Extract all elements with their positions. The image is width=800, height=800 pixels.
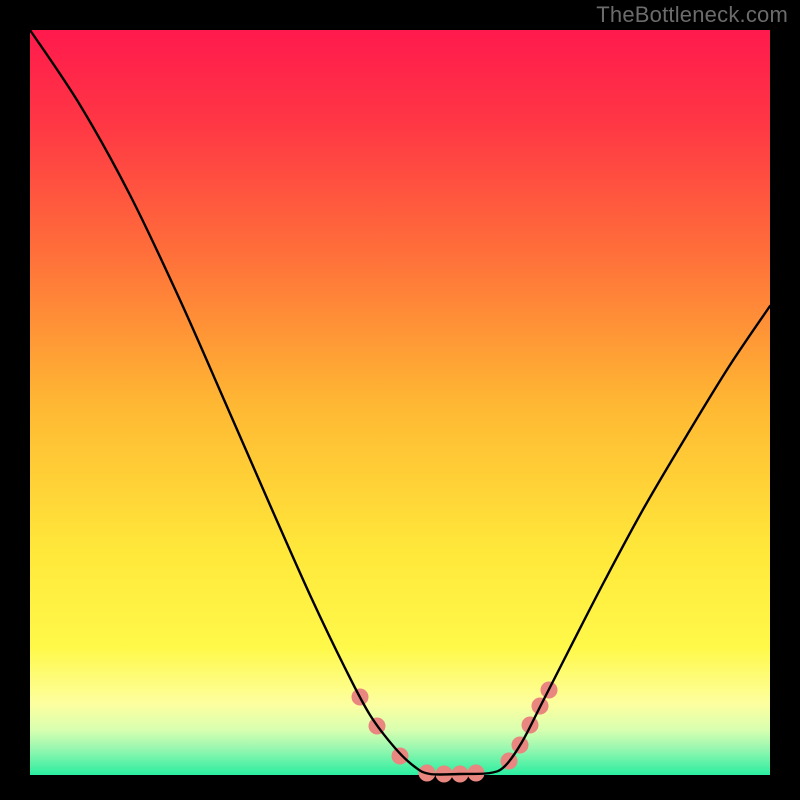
frame-right [770,0,800,800]
plot-gradient-background [30,30,770,775]
watermark-text: TheBottleneck.com [596,2,788,28]
frame-left [0,0,30,800]
frame-bottom [0,775,800,800]
chart-root: TheBottleneck.com [0,0,800,800]
